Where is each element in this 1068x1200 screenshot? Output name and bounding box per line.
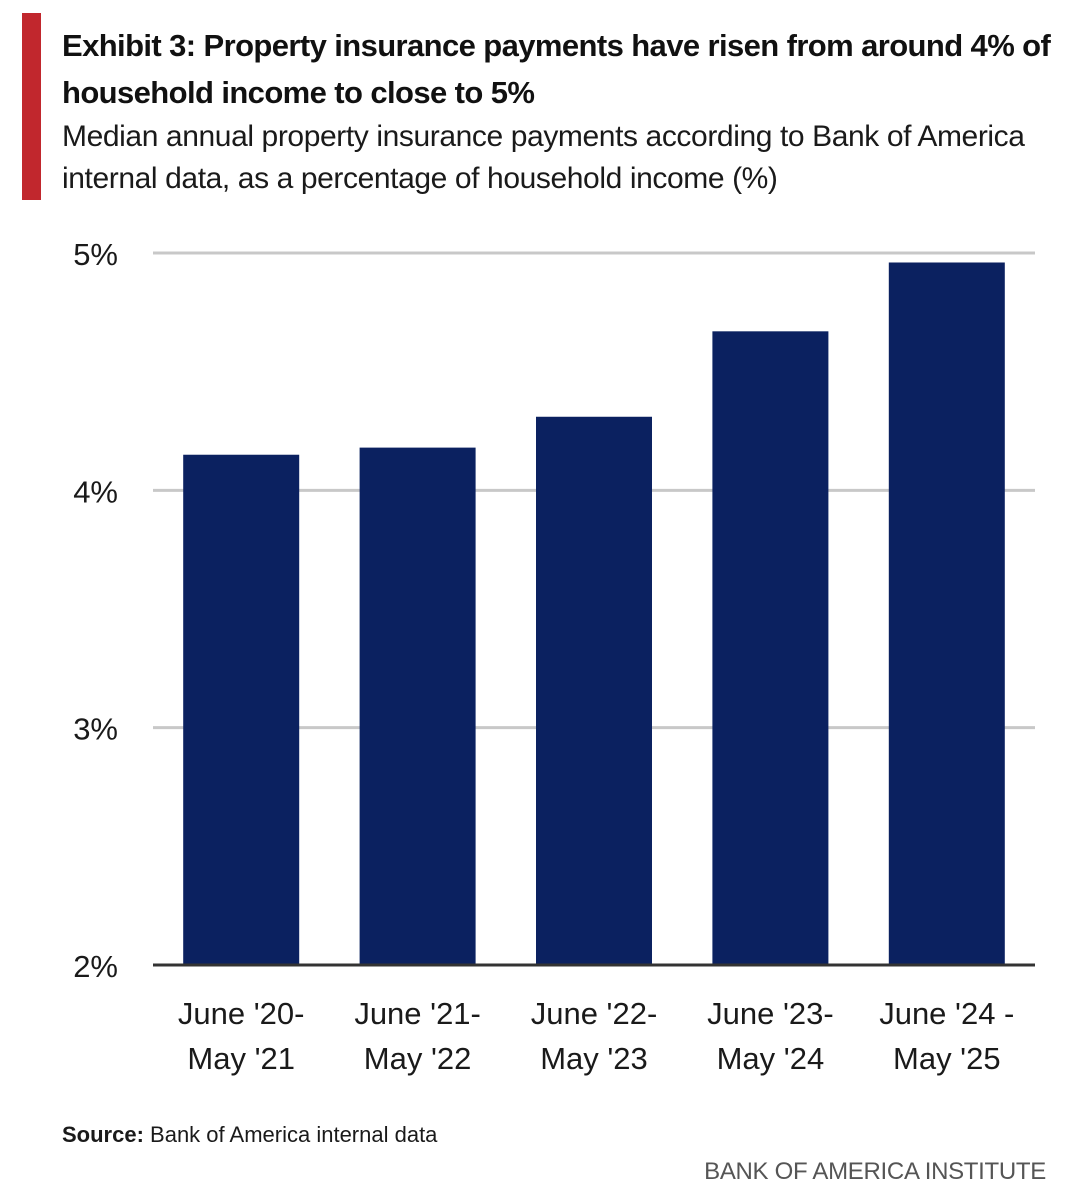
source-text: Bank of America internal data <box>143 1122 438 1147</box>
y-tick-label: 3% <box>73 712 118 747</box>
chart-subtitle: Median annual property insurance payment… <box>62 120 1025 195</box>
bar <box>888 262 1005 965</box>
bar <box>359 447 476 965</box>
source-note: Source: Bank of America internal data <box>62 1122 437 1148</box>
bar <box>183 454 300 965</box>
x-tick-label: June '22- <box>531 996 658 1031</box>
chart-title: Exhibit 3: Property insurance payments h… <box>62 28 1051 110</box>
x-tick-label: June '23- <box>707 996 834 1031</box>
x-tick-label: June '21- <box>354 996 481 1031</box>
y-tick-label: 2% <box>73 949 118 984</box>
y-tick-label: 4% <box>73 474 118 509</box>
x-tick-label: May '25 <box>893 1041 1001 1076</box>
x-tick-label: June '20- <box>178 996 305 1031</box>
brand-footer: BANK OF AMERICA INSTITUTE <box>704 1158 1046 1185</box>
bar <box>536 416 652 965</box>
x-tick-label: May '22 <box>364 1041 472 1076</box>
bar <box>712 331 829 965</box>
y-tick-label: 5% <box>73 237 118 272</box>
x-tick-label: May '21 <box>187 1041 295 1076</box>
x-tick-label: May '24 <box>717 1041 825 1076</box>
accent-bar <box>22 13 41 200</box>
x-tick-label: June '24 - <box>879 996 1014 1031</box>
x-tick-label: May '23 <box>540 1041 648 1076</box>
source-label: Source: <box>62 1122 144 1147</box>
bar-chart: 2% 3% 4% 5% June '20- May '21 June '21- May '22… <box>73 237 1035 1076</box>
